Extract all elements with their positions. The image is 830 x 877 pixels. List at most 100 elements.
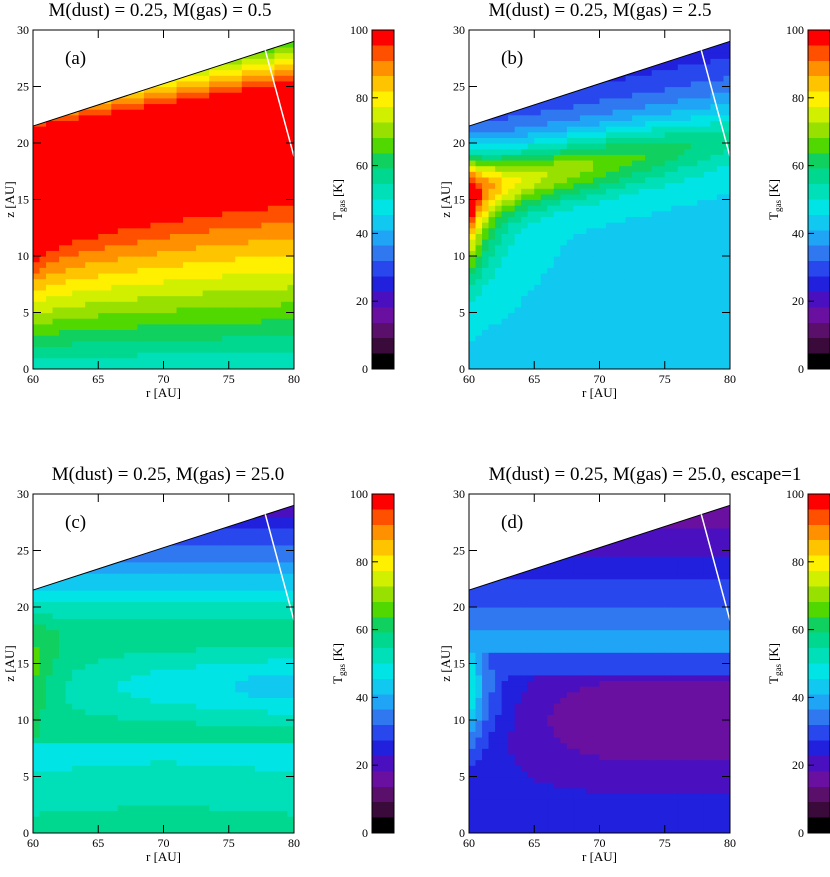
field-cell xyxy=(241,244,249,251)
field-cell xyxy=(137,159,145,167)
field-cell xyxy=(560,193,568,201)
field-cell xyxy=(156,103,165,110)
field-cell xyxy=(248,41,256,48)
field-cell xyxy=(521,182,529,189)
field-cell xyxy=(645,182,653,189)
field-cell xyxy=(638,284,646,291)
field-cell xyxy=(488,193,496,201)
panel-label: (a) xyxy=(65,48,86,69)
field-cell xyxy=(267,188,276,195)
field-cell xyxy=(469,233,477,240)
field-cell xyxy=(183,41,191,48)
field-cell xyxy=(632,109,640,116)
field-cell xyxy=(131,30,138,36)
field-cell xyxy=(697,193,705,201)
field-cell xyxy=(209,41,217,42)
y-tick-label: 0 xyxy=(459,362,465,376)
field-cell xyxy=(697,41,705,42)
field-cell xyxy=(156,131,165,138)
field-cell xyxy=(579,352,588,359)
field-cell xyxy=(235,58,243,65)
field-cell xyxy=(104,92,112,99)
field-cell xyxy=(254,244,262,251)
field-cell xyxy=(586,250,594,257)
field-cell xyxy=(130,97,138,105)
field-cell xyxy=(632,58,640,65)
field-cell xyxy=(553,250,561,257)
field-cell xyxy=(33,199,41,206)
field-cell xyxy=(534,171,542,178)
field-cell xyxy=(723,97,730,105)
field-cell xyxy=(495,80,503,88)
field-cell xyxy=(625,284,633,291)
field-cell xyxy=(547,256,555,263)
field-cell xyxy=(632,41,640,42)
field-cell xyxy=(501,312,509,319)
field-cell xyxy=(619,86,627,93)
field-cell xyxy=(664,312,672,319)
field-cell xyxy=(33,131,41,138)
field-cell xyxy=(645,199,653,206)
field-cell xyxy=(723,289,730,297)
field-cell xyxy=(501,289,509,297)
field-cell xyxy=(150,233,158,240)
field-cell xyxy=(46,159,54,167)
field-cell xyxy=(209,109,217,116)
field-cell xyxy=(606,261,614,268)
field-cell xyxy=(560,256,568,263)
field-cell xyxy=(176,357,184,364)
field-cell xyxy=(625,205,633,212)
field-cell xyxy=(703,182,712,189)
field-cell xyxy=(130,92,138,99)
field-cell xyxy=(280,148,289,155)
field-cell xyxy=(475,199,483,206)
field-cell xyxy=(495,329,503,336)
field-cell xyxy=(33,318,41,325)
field-cell xyxy=(98,267,106,274)
field-cell xyxy=(514,233,522,240)
field-cell xyxy=(534,41,542,48)
field-cell xyxy=(280,182,289,189)
field-cell xyxy=(469,148,477,155)
field-cell xyxy=(573,120,581,127)
field-cell xyxy=(111,335,119,342)
field-cell xyxy=(196,120,204,127)
field-cell xyxy=(684,75,692,82)
field-cell xyxy=(189,97,197,105)
field-cell xyxy=(228,278,236,285)
field-cell xyxy=(495,120,503,127)
field-cell xyxy=(209,182,217,189)
field-cell xyxy=(527,329,535,336)
field-cell xyxy=(130,216,138,223)
field-cell xyxy=(33,306,41,314)
field-cell xyxy=(85,80,93,88)
field-cell xyxy=(33,494,40,500)
field-cell xyxy=(130,335,138,342)
field-cell xyxy=(560,284,568,291)
field-cell xyxy=(677,227,685,234)
field-cell xyxy=(599,210,607,218)
field-cell xyxy=(248,306,256,314)
field-cell xyxy=(716,176,725,184)
field-cell xyxy=(632,272,640,280)
field-cell xyxy=(202,103,210,110)
field-cell xyxy=(488,86,496,93)
field-cell xyxy=(241,289,249,297)
field-cell xyxy=(632,306,640,314)
field-cell xyxy=(65,137,73,144)
field-cell xyxy=(540,41,548,48)
field-cell xyxy=(651,278,659,285)
field-cell xyxy=(111,289,119,297)
field-cell xyxy=(697,114,705,121)
field-cell xyxy=(209,69,217,76)
field-cell xyxy=(189,159,197,167)
field-cell xyxy=(514,159,522,167)
field-cell xyxy=(156,323,165,331)
field-cell xyxy=(117,69,125,76)
field-cell xyxy=(150,92,158,99)
field-cell xyxy=(196,289,204,297)
field-cell xyxy=(137,284,145,291)
field-cell xyxy=(625,261,633,268)
field-cell xyxy=(215,41,223,48)
field-cell xyxy=(566,256,574,263)
